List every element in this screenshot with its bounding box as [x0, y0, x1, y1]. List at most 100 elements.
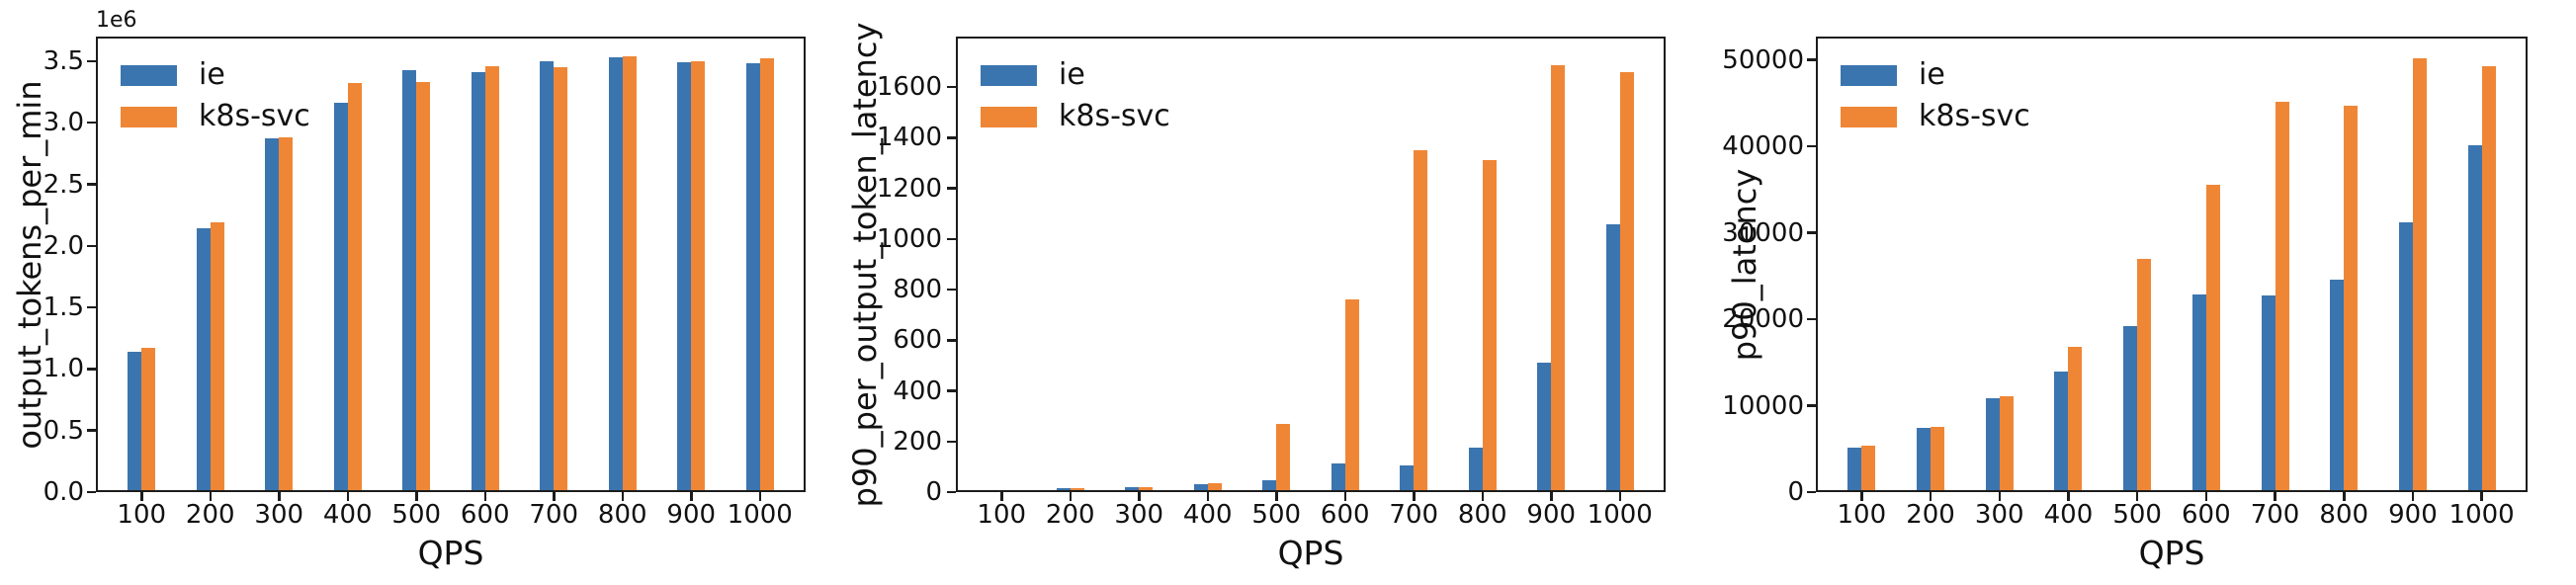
bar-ie	[1056, 488, 1071, 492]
x-tick-mark	[1998, 492, 2001, 501]
bar-k8s-svc	[2205, 185, 2220, 492]
y-tick-label: 0	[925, 477, 942, 507]
x-tick-mark	[1618, 492, 1621, 501]
x-tick-label: 800	[1457, 500, 1507, 530]
bar-ie	[2191, 293, 2206, 492]
y-tick-mark	[947, 237, 956, 241]
x-tick-mark	[278, 492, 281, 501]
bar-k8s-svc	[210, 222, 224, 492]
x-tick-mark	[2067, 492, 2070, 501]
x-tick-mark	[1069, 492, 1072, 501]
bar-k8s-svc	[1861, 445, 1876, 492]
bar-ie	[1537, 362, 1552, 492]
bar-k8s-svc	[1070, 488, 1084, 492]
x-tick-label: 200	[185, 500, 235, 530]
x-tick-label: 300	[1114, 500, 1164, 530]
x-tick-label: 100	[1837, 500, 1887, 530]
legend-swatch-ie	[121, 65, 177, 86]
y-tick-mark	[1807, 490, 1816, 494]
bar-k8s-svc	[141, 348, 156, 492]
y-tick-label: 800	[893, 275, 942, 305]
x-tick-label: 600	[460, 500, 510, 530]
y-tick-label: 0	[1787, 477, 1804, 507]
x-tick-mark	[621, 492, 624, 501]
bar-k8s-svc	[1619, 71, 1634, 492]
x-tick-label: 400	[2043, 500, 2094, 530]
y-tick-mark	[947, 339, 956, 342]
x-tick-label: 300	[1974, 500, 2024, 530]
y-axis-offset-text: 1e6	[96, 8, 137, 33]
x-tick-mark	[1343, 492, 1346, 501]
x-tick-mark	[1481, 492, 1484, 501]
bar-ie	[196, 228, 211, 492]
x-tick-label: 100	[977, 500, 1027, 530]
x-tick-label: 600	[1320, 500, 1370, 530]
x-tick-label: 800	[2319, 500, 2369, 530]
y-tick-mark	[947, 490, 956, 494]
bar-k8s-svc	[554, 67, 568, 492]
x-tick-mark	[140, 492, 143, 501]
x-tick-mark	[209, 492, 212, 501]
y-tick-label: 2.0	[43, 230, 84, 261]
x-tick-label: 300	[254, 500, 304, 530]
y-tick-label: 1600	[876, 72, 942, 103]
y-tick-mark	[947, 288, 956, 292]
y-tick-label: 10000	[1722, 390, 1804, 421]
bar-k8s-svc	[1276, 424, 1291, 492]
x-tick-label: 900	[1526, 500, 1577, 530]
bar-ie	[2330, 279, 2345, 492]
y-tick-mark	[1807, 317, 1816, 321]
bar-k8s-svc	[1001, 489, 1016, 492]
x-tick-mark	[1413, 492, 1416, 501]
y-tick-label: 40000	[1722, 131, 1804, 162]
y-tick-mark	[947, 389, 956, 392]
y-tick-mark	[1807, 404, 1816, 407]
x-tick-label: 1000	[2448, 500, 2515, 530]
bar-ie	[1605, 224, 1620, 492]
y-tick-label: 50000	[1722, 44, 1804, 75]
legend-label-ie: ie	[199, 57, 225, 92]
x-tick-mark	[553, 492, 556, 501]
bar-ie	[677, 62, 692, 492]
x-tick-mark	[758, 492, 761, 501]
bar-k8s-svc	[2481, 65, 2496, 492]
bar-k8s-svc	[484, 65, 499, 492]
x-tick-label: 900	[2388, 500, 2438, 530]
x-tick-label: 900	[666, 500, 717, 530]
bar-ie	[2054, 372, 2069, 492]
x-tick-label: 500	[391, 500, 442, 530]
bar-k8s-svc	[1414, 149, 1428, 492]
x-tick-mark	[690, 492, 693, 501]
y-tick-label: 600	[893, 325, 942, 356]
bar-ie	[2467, 145, 2482, 492]
y-tick-label: 20000	[1722, 304, 1804, 335]
y-tick-label: 30000	[1722, 217, 1804, 248]
x-axis-label: QPS	[1277, 534, 1344, 572]
bar-ie	[1985, 397, 2000, 492]
x-tick-label: 1000	[1587, 500, 1653, 530]
x-tick-mark	[2204, 492, 2208, 501]
y-tick-mark	[87, 490, 96, 494]
bar-ie	[1331, 463, 1345, 492]
y-tick-mark	[1807, 58, 1816, 61]
bar-ie	[1468, 448, 1483, 492]
x-tick-label: 200	[1045, 500, 1095, 530]
x-tick-mark	[346, 492, 349, 501]
bar-k8s-svc	[1999, 395, 2014, 492]
legend-label-k8s-svc: k8s-svc	[199, 99, 310, 133]
bar-ie	[128, 351, 142, 492]
x-tick-mark	[1206, 492, 1209, 501]
y-tick-label: 3.0	[43, 108, 84, 138]
x-tick-mark	[2135, 492, 2139, 501]
bar-ie	[1193, 484, 1208, 492]
y-tick-mark	[87, 244, 96, 248]
y-tick-label: 0.0	[43, 477, 84, 507]
y-tick-mark	[87, 59, 96, 63]
bar-ie	[1125, 486, 1140, 492]
x-axis-label: QPS	[2138, 534, 2205, 572]
x-tick-label: 200	[1906, 500, 1955, 530]
bar-ie	[1847, 447, 1862, 492]
y-tick-label: 1200	[876, 173, 942, 204]
